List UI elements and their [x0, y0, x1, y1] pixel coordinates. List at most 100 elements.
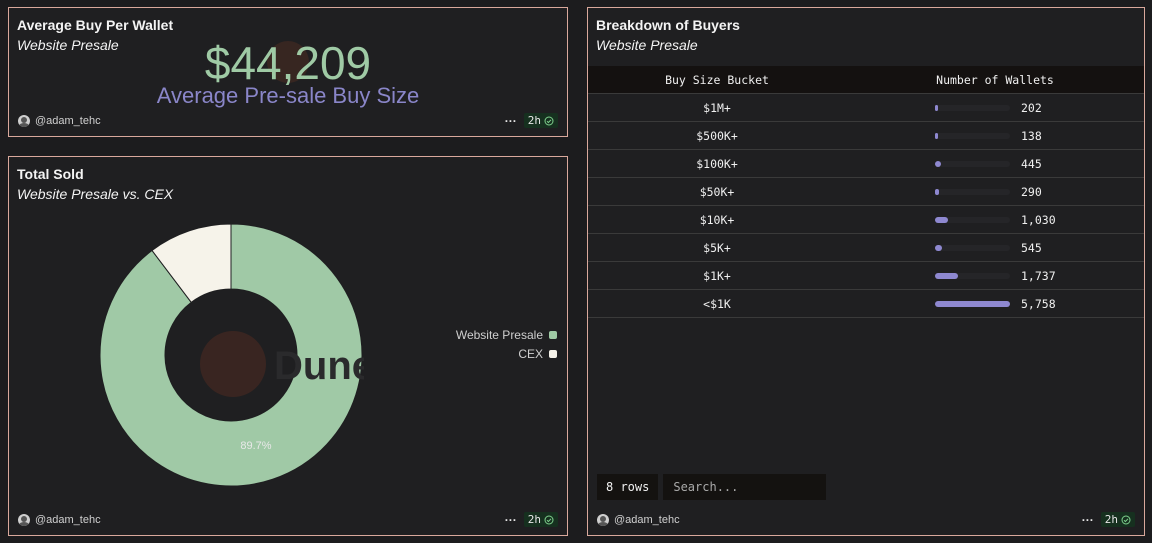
panel-subtitle: Website Presale: [17, 37, 119, 53]
panel-footer-actions: ··· 2h: [505, 113, 558, 128]
avatar-icon: [18, 514, 30, 526]
table-row: <$1K 5,758: [588, 290, 1144, 318]
bucket-cell: $1M+: [703, 100, 731, 115]
counter-label: Average Pre-sale Buy Size: [156, 83, 420, 108]
check-circle-icon: [544, 515, 554, 524]
avatar-icon: [18, 115, 30, 127]
panel-subtitle: Website Presale: [596, 37, 698, 53]
author-link[interactable]: @adam_tehc: [18, 115, 101, 127]
bucket-cell: $1K+: [703, 268, 731, 283]
bar-track: [935, 300, 1010, 307]
bucket-cell: $100K+: [696, 156, 738, 171]
wallets-value: 1,737: [1021, 268, 1056, 283]
breakdown-panel: Breakdown of Buyers Website Presale Buy …: [587, 7, 1145, 536]
bar-track: [935, 216, 1010, 223]
more-options-button[interactable]: ···: [504, 512, 517, 527]
donut-slice-cex[interactable]: [151, 223, 232, 304]
chart-legend: Website Presale CEX: [456, 325, 557, 363]
author-name: @adam_tehc: [35, 514, 101, 526]
wallets-cell: 545: [846, 234, 1144, 262]
check-circle-icon: [544, 116, 554, 125]
bar-fill: [935, 160, 941, 167]
table-row: $1M+ 202: [588, 94, 1144, 122]
column-header-bucket[interactable]: Buy Size Bucket: [665, 72, 769, 87]
bar-fill: [935, 132, 938, 139]
refresh-badge[interactable]: 2h: [1100, 512, 1135, 527]
bar-track: [935, 188, 1010, 195]
bar-track: [935, 160, 1010, 167]
bar-track: [935, 244, 1010, 251]
total-sold-panel: Total Sold Website Presale vs. CEX Dune …: [8, 156, 568, 536]
bar-fill: [935, 244, 942, 251]
more-options-button[interactable]: ···: [1081, 512, 1094, 527]
author-link[interactable]: @adam_tehc: [18, 514, 101, 526]
bucket-cell: <$1K: [703, 296, 731, 311]
bucket-cell: $5K+: [703, 240, 731, 255]
wallets-cell: 445: [846, 150, 1144, 178]
wallets-value: 138: [1021, 128, 1042, 143]
legend-item-website-presale[interactable]: Website Presale: [456, 325, 557, 344]
bar-fill: [935, 300, 1010, 307]
panel-footer-actions: ··· 2h: [1082, 512, 1135, 527]
table-body: $1M+ 202 $500K+ 138 $100K+ 445: [588, 94, 1144, 318]
refresh-time: 2h: [527, 513, 541, 526]
bar-track: [935, 104, 1010, 111]
panel-title: Average Buy Per Wallet: [17, 17, 174, 33]
table-row: $10K+ 1,030: [588, 206, 1144, 234]
bar-fill: [935, 272, 958, 279]
table-row: $1K+ 1,737: [588, 262, 1144, 290]
bar-fill: [935, 188, 939, 195]
author-name: @adam_tehc: [35, 115, 101, 127]
search-input[interactable]: [663, 474, 827, 500]
column-header-wallets[interactable]: Number of Wallets: [936, 72, 1054, 87]
wallets-value: 5,758: [1021, 296, 1056, 311]
bucket-cell: $500K+: [696, 128, 738, 143]
avatar-icon: [597, 514, 609, 526]
panel-footer-actions: ··· 2h: [505, 512, 558, 527]
wallets-cell: 1,737: [846, 262, 1144, 290]
table-row: $5K+ 545: [588, 234, 1144, 262]
legend-swatch: [549, 349, 557, 358]
table-row: $100K+ 445: [588, 150, 1144, 178]
watermark-text: Dune: [274, 344, 364, 388]
author-name: @adam_tehc: [614, 514, 680, 526]
bar-fill: [935, 216, 948, 223]
panel-title: Total Sold: [17, 166, 84, 182]
bucket-cell: $10K+: [699, 212, 735, 227]
buyers-table: Buy Size Bucket Number of Wallets $1M+ 2…: [588, 66, 1144, 318]
donut-slice-website-presale[interactable]: [99, 223, 363, 487]
wallets-value: 1,030: [1021, 212, 1056, 227]
check-circle-icon: [1121, 515, 1131, 524]
refresh-time: 2h: [1104, 513, 1118, 526]
table-footer: 8 rows: [597, 474, 827, 500]
watermark-logo-icon: [200, 331, 266, 397]
watermark-logo-icon: [267, 41, 309, 83]
legend-label: CEX: [518, 346, 543, 361]
legend-label: Website Presale: [455, 327, 543, 342]
bar-fill: [935, 104, 938, 111]
wallets-cell: 1,030: [846, 206, 1144, 234]
refresh-badge[interactable]: 2h: [523, 512, 558, 527]
wallets-cell: 5,758: [846, 290, 1144, 318]
wallets-cell: 138: [846, 122, 1144, 150]
more-options-button[interactable]: ···: [504, 113, 517, 128]
donut-chart: Dune 89.7%: [99, 223, 364, 487]
table-header: Buy Size Bucket Number of Wallets: [588, 66, 1144, 94]
wallets-value: 545: [1021, 240, 1042, 255]
bar-track: [935, 132, 1010, 139]
row-count: 8 rows: [597, 474, 659, 500]
table-row: $50K+ 290: [588, 178, 1144, 206]
legend-item-cex[interactable]: CEX: [456, 344, 557, 363]
wallets-value: 290: [1021, 184, 1042, 199]
panel-subtitle: Website Presale vs. CEX: [17, 186, 174, 202]
refresh-time: 2h: [527, 114, 541, 127]
author-link[interactable]: @adam_tehc: [597, 514, 680, 526]
average-buy-panel: Average Buy Per Wallet Website Presale $…: [8, 7, 568, 137]
refresh-badge[interactable]: 2h: [523, 113, 558, 128]
legend-swatch: [549, 330, 557, 339]
wallets-cell: 202: [846, 94, 1144, 122]
bucket-cell: $50K+: [699, 184, 735, 199]
counter-value: $44,209: [204, 37, 372, 89]
slice-data-label: 89.7%: [240, 440, 271, 452]
wallets-value: 445: [1021, 156, 1042, 171]
